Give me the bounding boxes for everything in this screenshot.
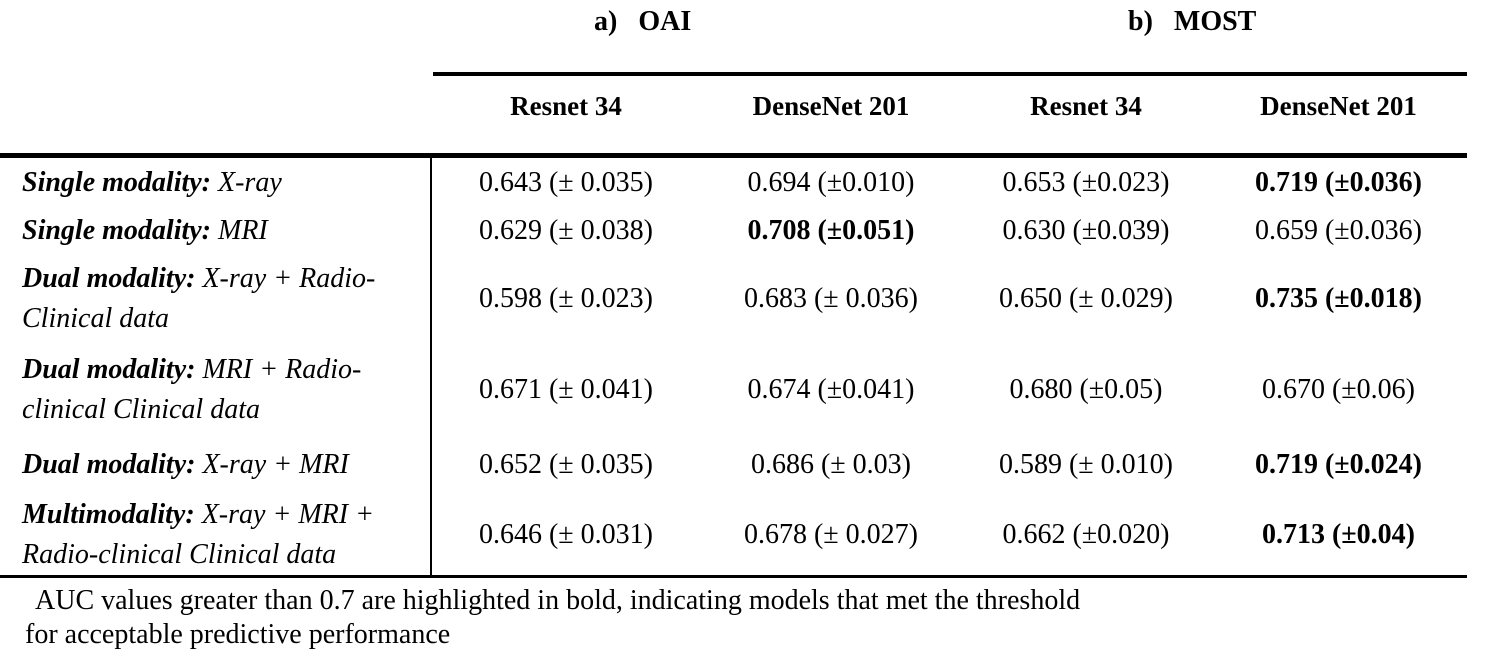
row-label-rest: X-ray + MRI + Radio-clinical Clinical da…	[22, 499, 374, 570]
row-label-rest: X-ray + Radio-Clinical data	[22, 263, 376, 334]
row-label-rest: X-ray	[211, 167, 282, 198]
auc-value-cell: 0.674 (±0.041)	[747, 374, 915, 405]
row-label: Multimodality: X-ray + MRI + Radio-clini…	[0, 494, 432, 576]
row-label-prefix: Dual modality:	[22, 449, 196, 480]
group-header-most-prefix: b)	[1128, 6, 1153, 37]
footnote-line-2: for acceptable predictive performance	[25, 619, 451, 650]
auc-value-cell: 0.662 (±0.020)	[1002, 519, 1170, 550]
row-label: Single modality: X-ray	[0, 159, 432, 207]
row-label-rest: MRI	[211, 214, 268, 246]
auc-value-cell: 0.683 (± 0.036)	[743, 283, 918, 314]
column-header-most-resnet34: Resnet 34	[1030, 90, 1142, 121]
group-header-oai-label: OAI	[638, 6, 692, 37]
auc-value-cell: 0.629 (± 0.038)	[478, 214, 653, 246]
column-header-oai-densenet201: DenseNet 201	[752, 90, 910, 121]
label-column-divider	[430, 158, 432, 575]
top-rule	[433, 72, 1467, 76]
row-label: Dual modality: X-ray + MRI	[0, 436, 432, 494]
row-label-prefix: Dual modality:	[22, 354, 196, 385]
row-label-prefix: Single modality:	[22, 167, 211, 198]
auc-value-cell: 0.650 (± 0.029)	[998, 283, 1173, 314]
auc-value-cell: 0.719 (±0.036)	[1254, 167, 1422, 198]
row-label-rest: X-ray + MRI	[195, 449, 349, 480]
column-header-most-densenet201: DenseNet 201	[1260, 90, 1417, 121]
auc-value-cell: 0.686 (± 0.03)	[750, 449, 911, 480]
column-header-spacer	[0, 84, 432, 128]
auc-value-cell: 0.646 (± 0.031)	[478, 519, 653, 550]
auc-value-cell: 0.719 (±0.024)	[1254, 449, 1422, 480]
column-header-row: Resnet 34 DenseNet 201 Resnet 34 DenseNe…	[0, 84, 1467, 128]
row-label-prefix: Multimodality:	[22, 499, 195, 530]
auc-value-cell: 0.598 (± 0.023)	[478, 283, 653, 314]
auc-value-cell: 0.694 (±0.010)	[747, 167, 915, 198]
row-label-prefix: Single modality:	[22, 214, 211, 246]
row-label-rest: MRI + Radio-clinical Clinical data	[22, 354, 362, 425]
row-label-prefix: Dual modality:	[22, 263, 196, 294]
group-header-most: b) MOST	[1128, 6, 1256, 38]
header-rule	[0, 153, 1467, 158]
auc-value-cell: 0.589 (± 0.010)	[998, 449, 1173, 480]
auc-value-cell: 0.735 (±0.018)	[1254, 283, 1422, 314]
row-label: Single modality: MRI	[0, 207, 432, 254]
auc-value-cell: 0.671 (± 0.041)	[478, 374, 653, 405]
column-header-oai-resnet34: Resnet 34	[510, 90, 622, 121]
footnote-line-1: AUC values greater than 0.7 are highligh…	[35, 585, 1081, 616]
group-header-oai-prefix: a)	[594, 6, 618, 37]
group-header-most-label: MOST	[1173, 6, 1257, 37]
group-header-oai: a) OAI	[594, 6, 691, 38]
row-label: Dual modality: X-ray + Radio-Clinical da…	[0, 254, 432, 344]
auc-value-cell: 0.630 (±0.039)	[1002, 214, 1170, 246]
row-label: Dual modality: MRI + Radio-clinical Clin…	[0, 344, 432, 436]
table-body: Single modality: X-ray 0.643 (± 0.035) 0…	[0, 159, 1467, 576]
auc-value-cell: 0.713 (±0.04)	[1261, 519, 1415, 550]
auc-value-cell: 0.680 (±0.05)	[1009, 374, 1163, 405]
auc-value-cell: 0.659 (±0.036)	[1254, 214, 1422, 246]
auc-value-cell: 0.643 (± 0.035)	[478, 167, 653, 198]
auc-value-cell: 0.652 (± 0.035)	[478, 449, 653, 480]
auc-value-cell: 0.670 (±0.06)	[1261, 374, 1415, 405]
auc-value-cell: 0.653 (±0.023)	[1002, 167, 1170, 198]
bottom-rule	[0, 575, 1467, 578]
table-footnote: AUC values greater than 0.7 are highligh…	[25, 584, 1080, 652]
auc-value-cell: 0.708 (±0.051)	[747, 214, 915, 246]
auc-value-cell: 0.678 (± 0.027)	[743, 519, 918, 550]
